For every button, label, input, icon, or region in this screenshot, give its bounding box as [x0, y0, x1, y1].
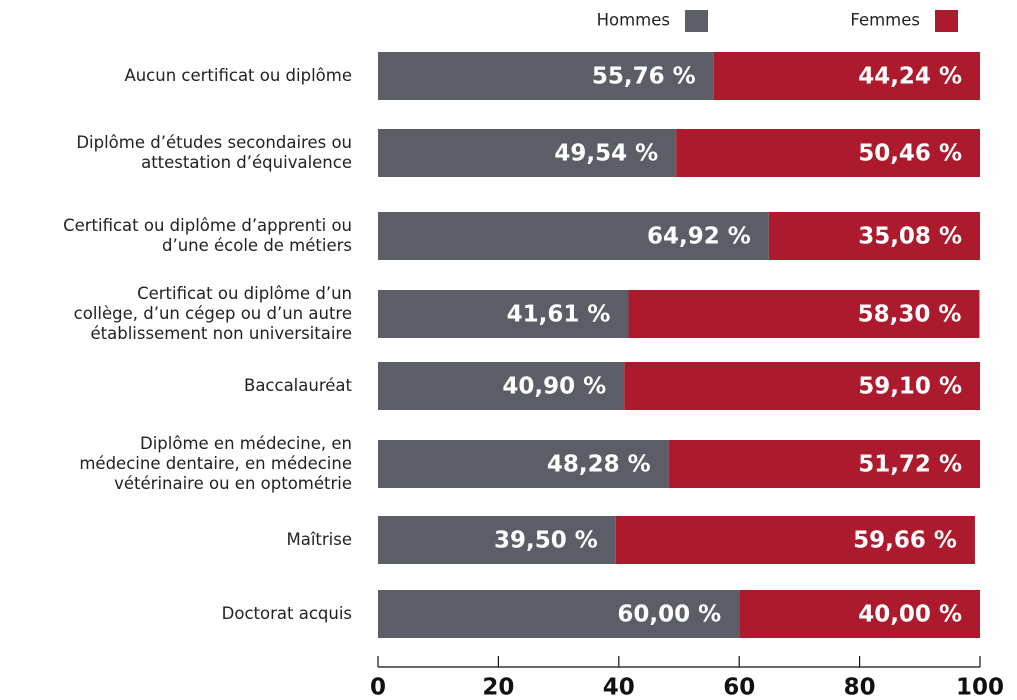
x-tick-label: 60: [723, 675, 755, 700]
category-label: Diplôme d’études secondaires ou attestat…: [76, 133, 352, 172]
value-label: 60,00 %: [617, 602, 721, 628]
x-tick-label: 100: [956, 675, 1004, 700]
legend-label: Hommes: [597, 11, 670, 30]
bar-segment: [378, 440, 669, 488]
value-label: 39,50 %: [494, 528, 598, 554]
bar-segment: [624, 362, 980, 410]
category-label: Certificat ou diplôme d’un collège, d’un…: [73, 284, 352, 343]
bar-segment: [739, 590, 980, 638]
value-label: 55,76 %: [592, 64, 696, 90]
bar-segment: [628, 290, 980, 338]
bar-segment: [378, 516, 616, 564]
bar-segment: [768, 212, 980, 260]
value-label: 40,00 %: [858, 602, 962, 628]
value-label: 51,72 %: [858, 452, 962, 478]
value-label: 59,66 %: [853, 528, 957, 554]
value-label: 40,90 %: [502, 374, 606, 400]
category-label: Certificat ou diplôme d’apprenti ou d’un…: [63, 216, 352, 255]
bar-segment: [378, 52, 714, 100]
value-label: 58,30 %: [858, 302, 962, 328]
bar-segment: [615, 516, 975, 564]
bar-segment: [378, 590, 740, 638]
bar-segment: [378, 129, 677, 177]
legend-label: Femmes: [850, 11, 920, 30]
bar-segment: [713, 52, 980, 100]
legend-swatch: [935, 10, 958, 32]
bar-segment: [378, 362, 625, 410]
category-label: Baccalauréat: [244, 376, 352, 395]
x-tick-label: 0: [370, 675, 386, 700]
value-label: 41,61 %: [507, 302, 611, 328]
category-label: Diplôme en médecine, en médecine dentair…: [79, 434, 352, 493]
x-tick-label: 80: [844, 675, 876, 700]
bar-segment: [378, 290, 629, 338]
category-label: Doctorat acquis: [221, 604, 352, 623]
category-label: Maîtrise: [286, 530, 352, 549]
x-tick-label: 20: [482, 675, 514, 700]
category-label: Aucun certificat ou diplôme: [124, 66, 352, 85]
value-label: 49,54 %: [554, 141, 658, 167]
bar-segment: [676, 129, 980, 177]
value-label: 64,92 %: [647, 224, 751, 250]
value-label: 59,10 %: [858, 374, 962, 400]
value-label: 44,24 %: [858, 64, 962, 90]
x-tick-label: 40: [603, 675, 635, 700]
legend-swatch: [685, 10, 708, 32]
value-label: 35,08 %: [858, 224, 962, 250]
bar-segment: [668, 440, 980, 488]
value-label: 48,28 %: [547, 452, 651, 478]
value-label: 50,46 %: [858, 141, 962, 167]
bar-segment: [378, 212, 769, 260]
